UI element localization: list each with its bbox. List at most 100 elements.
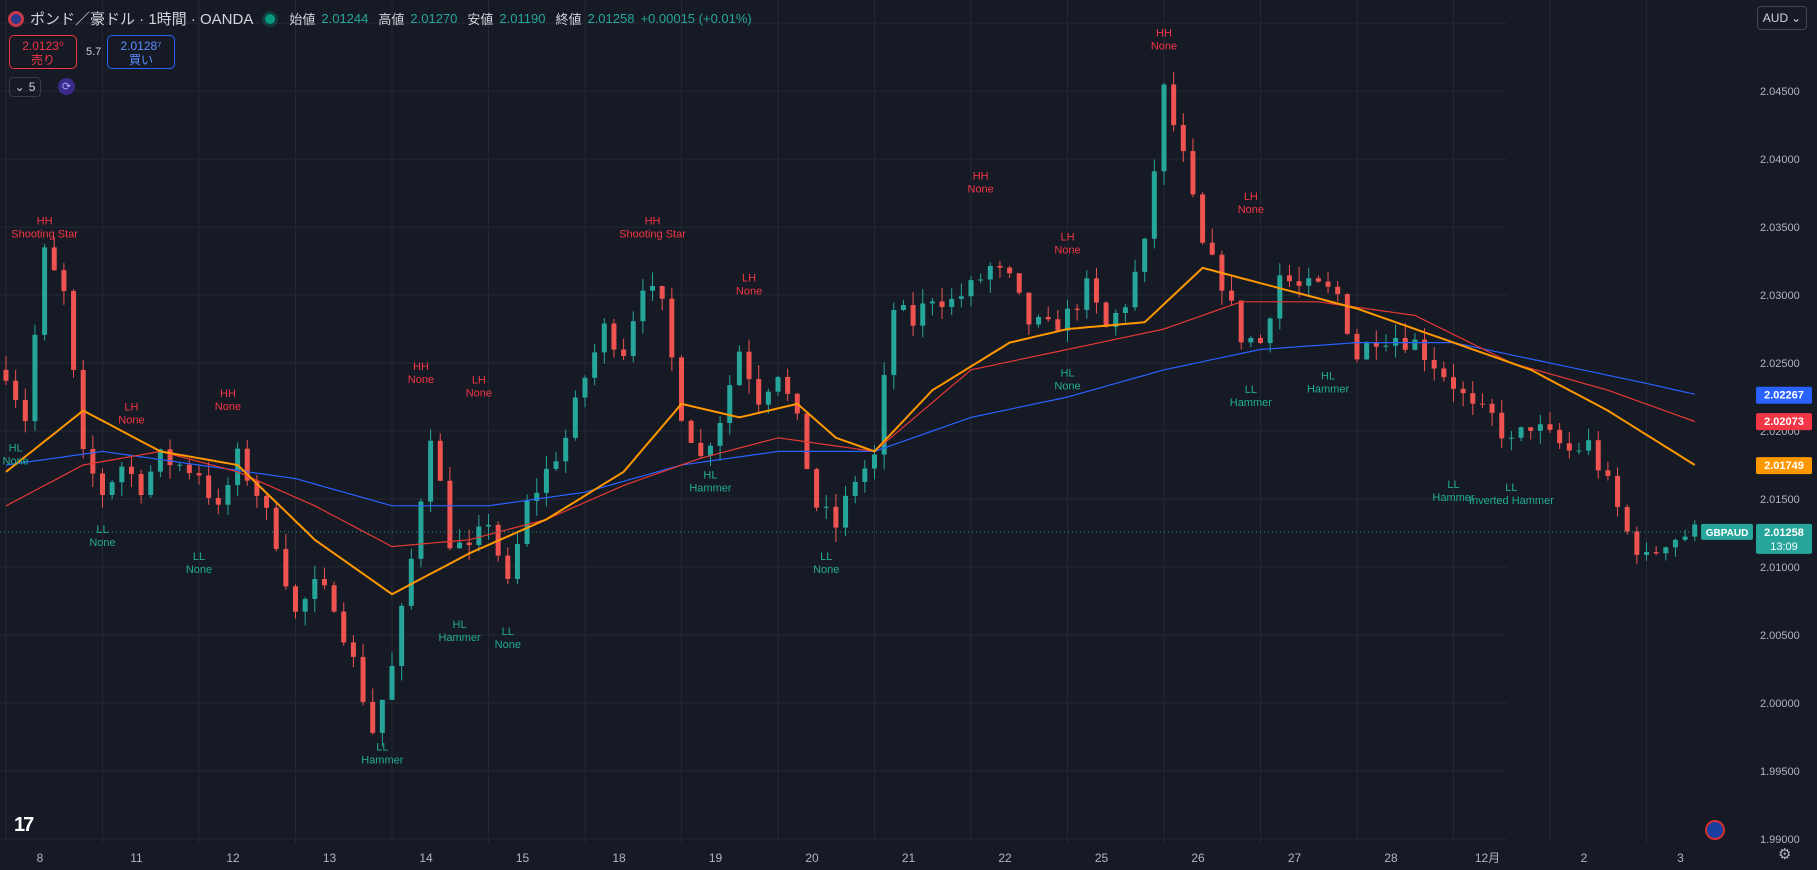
candle-body (370, 701, 376, 733)
high-value: 2.01270 (410, 11, 458, 26)
candle-body (476, 526, 482, 546)
candle-body (823, 506, 829, 508)
candle-body (717, 423, 723, 446)
australia-flag-icon[interactable] (1705, 820, 1725, 840)
tradingview-logo-icon[interactable]: 17 (14, 814, 34, 836)
symbol-tag-text: GBPAUD (1706, 528, 1749, 539)
swing-label-type: HH (413, 361, 429, 373)
candle-body (71, 291, 77, 370)
swing-label-type: HH (220, 388, 236, 400)
swing-label-type: HL (703, 470, 717, 482)
swing-label-pattern: Hammer (1230, 397, 1273, 409)
candle-body (1460, 388, 1466, 394)
swing-label-pattern: Hammer (438, 632, 481, 644)
swing-label-type: HL (1060, 368, 1074, 380)
time-axis[interactable]: 8 11 12 13 14 15 18 19 20 21 22 25 26 27 28 12月 2 3 (37, 851, 1685, 865)
candle-body (302, 598, 308, 612)
candle-body (669, 298, 675, 358)
candle-body (939, 301, 945, 308)
candle-body (1132, 271, 1138, 308)
candle-body (418, 501, 424, 559)
gear-icon[interactable]: ⚙ (1778, 846, 1792, 863)
candle-body (872, 454, 877, 469)
candle-body (293, 586, 298, 612)
indicator-count: 5 (28, 80, 36, 94)
candle-body (331, 585, 337, 612)
candle-body (90, 449, 96, 474)
candle-body (42, 247, 48, 335)
candle-body (514, 543, 520, 579)
symbol-flag-icon (8, 10, 24, 27)
candle-body (109, 482, 115, 495)
candle-body (1344, 294, 1350, 334)
candle-body (1306, 278, 1312, 286)
candle-body (814, 469, 820, 508)
candle-body (659, 286, 665, 299)
candle-body (1412, 339, 1418, 350)
swing-label-pattern: None (736, 285, 762, 297)
candle-body (505, 555, 511, 579)
candle-body (949, 298, 955, 308)
y-tick-label: 2.03000 (1760, 290, 1800, 302)
candle-body (360, 656, 366, 702)
candle-body (968, 280, 974, 297)
candle-body (61, 270, 67, 292)
candle-body (736, 351, 742, 386)
currency-select[interactable]: AUD ⌄ (1757, 6, 1807, 30)
candle-body (408, 558, 414, 606)
swing-label-type: LL (502, 626, 514, 638)
sell-button[interactable]: 2.0123⁰ 売り (9, 35, 77, 69)
chevron-down-icon: ⌄ (14, 80, 25, 94)
candle-body (1383, 345, 1389, 347)
ma-red-line (5, 301, 1696, 548)
swing-label-type: HH (645, 215, 661, 227)
market-status-icon[interactable] (265, 13, 276, 24)
sell-label: 売り (30, 53, 55, 67)
candle-body (920, 303, 926, 326)
candle-body (457, 542, 463, 549)
swing-label-pattern: Hammer (1432, 492, 1475, 504)
candle-body (862, 468, 868, 482)
candle-body (1566, 443, 1572, 451)
open-label: 始値 (289, 12, 316, 27)
x-tick-label: 27 (1288, 851, 1302, 865)
candle-body (1557, 429, 1563, 444)
candle-body (997, 265, 1003, 268)
candle-body (679, 357, 684, 421)
candle-body (1364, 342, 1370, 360)
candle-body (1518, 427, 1524, 438)
candle-body (582, 377, 588, 398)
candle-body (688, 420, 694, 443)
candle-body (1122, 307, 1128, 313)
symbol-title[interactable]: ポンド／豪ドル · 1時間 · OANDA (30, 11, 254, 28)
y-tick-label: 2.04000 (1760, 154, 1800, 166)
buy-price: 2.0128⁷ (120, 39, 162, 53)
indicators-toggle-button[interactable]: ⌄ 5 (9, 77, 41, 97)
candle-body (1209, 242, 1215, 255)
buy-button[interactable]: 2.0128⁷ 買い (107, 35, 175, 69)
candle-body (264, 495, 270, 508)
x-tick-label: 2 (1581, 851, 1588, 865)
candle-body (1151, 171, 1157, 239)
x-tick-label: 22 (998, 851, 1012, 865)
candle-body (1036, 316, 1042, 325)
candle-body (852, 481, 858, 496)
candle-body (1605, 470, 1611, 476)
price-tags: 2.02267 2.02073 2.01749 GBPAUD 2.01258 13:09 (0, 386, 1812, 554)
candle-body (138, 473, 144, 496)
chart-grid (0, 0, 1647, 843)
candle-body (22, 399, 28, 422)
candle-body (650, 286, 656, 291)
sync-icon[interactable]: ⟳ (58, 78, 75, 95)
close-label: 終値 (555, 12, 582, 27)
swing-label-pattern: Shooting Star (619, 228, 686, 240)
candle-body (1171, 84, 1177, 126)
y-tick-label: 2.01000 (1760, 562, 1800, 574)
candle-body (756, 379, 762, 405)
candle-body (987, 265, 993, 280)
symbol-tag (1701, 523, 1753, 540)
candle-body (621, 349, 627, 356)
candle-body (1499, 412, 1505, 439)
